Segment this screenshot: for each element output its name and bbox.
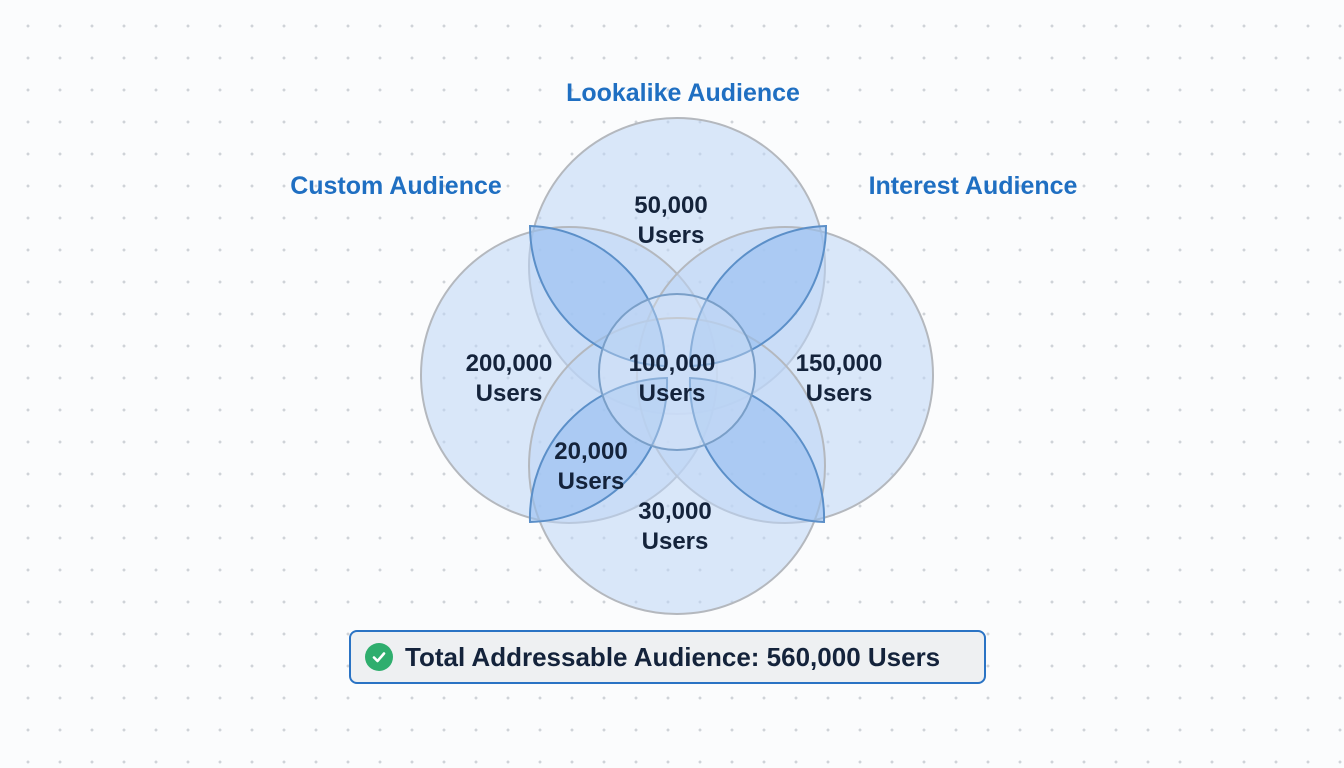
- unit: Users: [805, 380, 873, 407]
- interest-audience-label: Interest Audience: [868, 172, 1078, 200]
- count: 150,000: [795, 350, 883, 377]
- bottom-value: 30,000 Users: [638, 497, 711, 557]
- petal-bottom-right: [688, 376, 826, 524]
- count: 100,000: [628, 350, 716, 377]
- petal-top-right: [688, 224, 828, 368]
- unit: Users: [475, 380, 543, 407]
- petal-bottom-left: [528, 376, 669, 524]
- bottom-circle: [528, 317, 826, 615]
- custom-value: 200,000 Users: [466, 349, 553, 409]
- petal-top-left: [528, 224, 667, 368]
- center-circle: [598, 293, 756, 451]
- check-circle-icon: [365, 643, 393, 671]
- count: 30,000: [638, 498, 712, 525]
- bottom-left-value: 20,000 Users: [554, 437, 627, 497]
- lookalike-audience-label: Lookalike Audience: [566, 79, 800, 107]
- unit: Users: [557, 468, 625, 495]
- unit: Users: [641, 528, 709, 555]
- count: 50,000: [634, 192, 708, 219]
- custom-audience-label: Custom Audience: [290, 172, 502, 200]
- total-audience-text: Total Addressable Audience: 560,000 User…: [405, 641, 941, 672]
- interest-value: 150,000 Users: [796, 349, 883, 409]
- count: 200,000: [465, 350, 553, 377]
- center-value: 100,000 Users: [629, 349, 716, 409]
- count: 20,000: [554, 438, 628, 465]
- total-audience-badge: Total Addressable Audience: 560,000 User…: [349, 630, 986, 684]
- unit: Users: [638, 380, 706, 407]
- unit: Users: [637, 222, 705, 249]
- lookalike-value: 50,000 Users: [634, 191, 707, 251]
